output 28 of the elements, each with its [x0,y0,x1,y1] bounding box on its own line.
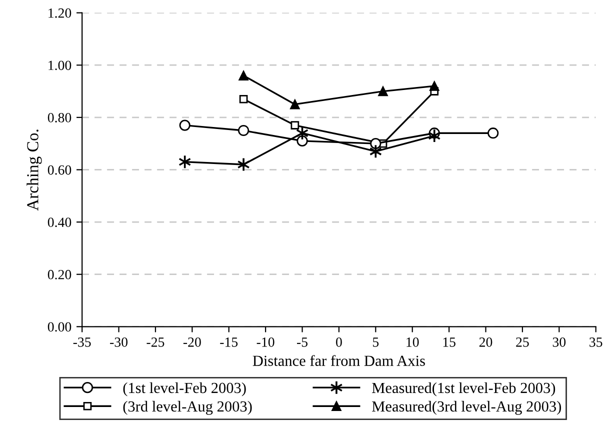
x-tick-label: -5 [296,338,308,347]
x-tick-label: -35 [73,338,91,347]
legend-label: Measured(3rd level-Aug 2003) [372,400,561,415]
x-tick-label: -25 [146,338,164,347]
x-axis-title: Distance far from Dam Axis [252,355,425,366]
x-tick-label: 0 [336,337,342,347]
x-tick-label: 10 [406,337,419,347]
x-tick-label: 5 [372,338,379,347]
y-axis-title: Arching Co. [26,130,42,211]
legend-label: (3rd level-Aug 2003) [123,400,252,415]
y-tick-label: 1.00 [48,60,72,70]
y-tick-label: 0.20 [48,270,72,280]
y-tick-label: 0.80 [48,113,72,122]
y-tick-label: 0.40 [48,218,72,228]
x-tick-label: 30 [552,337,566,347]
y-tick-label: 0.00 [48,322,72,332]
x-tick-label: -20 [183,337,201,347]
x-tick-label: -10 [256,337,274,347]
legend-label: (1st level-Feb 2003) [123,382,246,396]
x-tick-label: -30 [110,337,128,347]
x-tick-label: -15 [220,338,238,347]
x-tick-label: 20 [479,337,492,347]
y-tick-label: 1.20 [48,8,72,18]
legend-label: Measured(1st level-Feb 2003) [372,382,556,396]
x-tick-label: 35 [590,338,602,347]
x-tick-label: 15 [443,338,456,347]
y-tick-label: 0.60 [48,165,72,175]
x-tick-label: 25 [516,338,529,347]
